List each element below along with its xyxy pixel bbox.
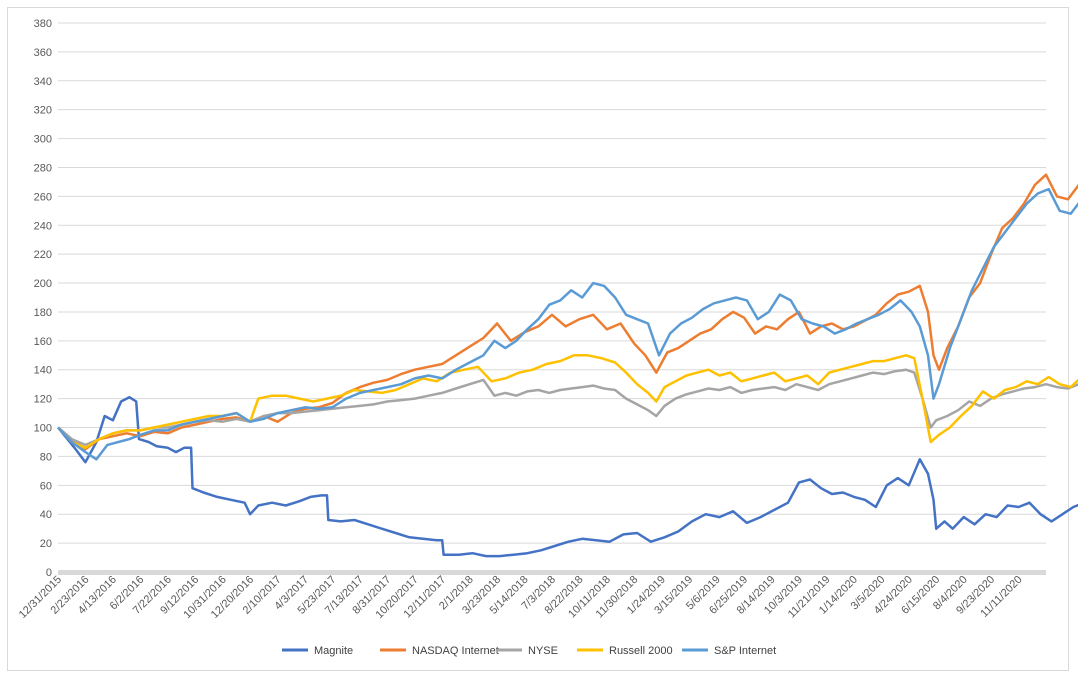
legend-label-magnite: Magnite bbox=[314, 645, 353, 657]
gridlines bbox=[58, 22, 1046, 544]
legend: Magnite NASDAQ Internet NYSE Russell 2000 S&… bbox=[282, 645, 776, 657]
y-tick-label: 260 bbox=[34, 191, 52, 203]
y-tick-label: 360 bbox=[34, 47, 52, 59]
legend-label-s-p-internet: S&P Internet bbox=[714, 645, 776, 657]
legend-label-russell-2000: Russell 2000 bbox=[609, 645, 673, 657]
y-tick-label: 40 bbox=[40, 509, 52, 521]
x-axis-band bbox=[58, 570, 1046, 575]
y-tick-label: 80 bbox=[40, 451, 52, 463]
y-tick-label: 140 bbox=[34, 365, 52, 377]
y-tick-label: 380 bbox=[34, 18, 52, 30]
y-tick-label: 160 bbox=[34, 336, 52, 348]
y-tick-label: 240 bbox=[34, 220, 52, 232]
y-tick-label: 300 bbox=[34, 134, 52, 146]
y-tick-label: 180 bbox=[34, 307, 52, 319]
y-tick-label: 120 bbox=[34, 394, 52, 406]
y-tick-label: 200 bbox=[34, 278, 52, 290]
y-tick-label: 0 bbox=[46, 567, 52, 579]
y-tick-label: 280 bbox=[34, 162, 52, 174]
y-tick-label: 100 bbox=[34, 423, 52, 435]
y-tick-label: 340 bbox=[34, 76, 52, 88]
y-tick-label: 60 bbox=[40, 480, 52, 492]
series-line-magnite bbox=[57, 395, 1078, 558]
series-lines bbox=[57, 173, 1078, 558]
y-tick-label: 20 bbox=[40, 538, 52, 550]
legend-label-nasdaq-internet: NASDAQ Internet bbox=[412, 645, 499, 657]
y-tick-label: 220 bbox=[34, 249, 52, 261]
y-tick-label: 320 bbox=[34, 105, 52, 117]
x-axis-ticks: 12/31/20152/23/20164/13/20166/2/20167/22… bbox=[17, 574, 1025, 621]
series-line-s-p-internet bbox=[57, 187, 1078, 461]
chart-frame bbox=[7, 7, 1069, 671]
y-axis-ticks: 0 20 40 60 80 100 120 140 160 180 200 220 240 260 280 3… bbox=[34, 18, 52, 579]
legend-label-nyse: NYSE bbox=[528, 645, 558, 657]
series-line-russell-2000 bbox=[57, 354, 1078, 450]
